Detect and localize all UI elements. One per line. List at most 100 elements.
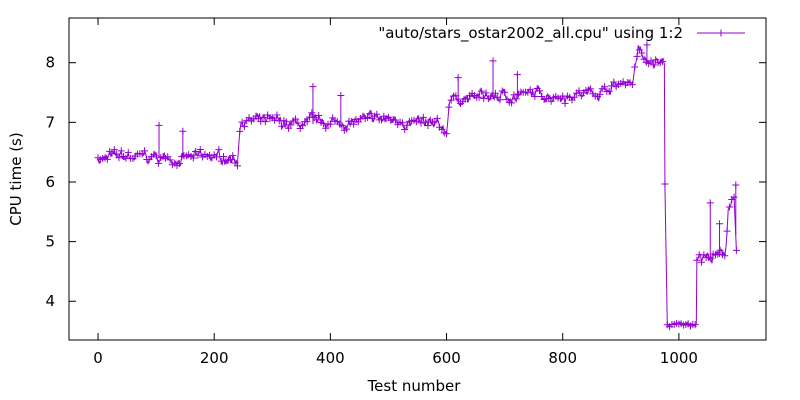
legend-label: "auto/stars_ostar2002_all.cpu" using 1:2 xyxy=(378,24,683,43)
data-point xyxy=(377,116,385,124)
legend: "auto/stars_ostar2002_all.cpu" using 1:2 xyxy=(378,24,745,43)
data-point xyxy=(309,83,317,91)
data-point xyxy=(422,118,430,126)
data-point xyxy=(531,92,539,100)
data-point xyxy=(725,203,733,211)
data-point xyxy=(512,95,520,103)
data-point xyxy=(447,96,455,104)
ticks-layer: 0 200 400 600 800 1000 4 5 6 7 8 xyxy=(45,18,766,367)
data-point xyxy=(489,57,497,65)
data-point xyxy=(463,95,471,103)
data-point xyxy=(501,88,509,96)
data-point xyxy=(698,258,706,266)
data-point xyxy=(732,181,740,189)
data-point xyxy=(343,125,351,133)
data-point xyxy=(113,150,121,158)
data-point xyxy=(707,255,715,263)
data-point xyxy=(732,246,740,254)
data-point xyxy=(366,110,374,118)
data-point xyxy=(326,120,334,128)
data-point xyxy=(647,57,655,65)
data-point xyxy=(337,92,345,100)
data-point xyxy=(278,122,286,130)
data-point xyxy=(194,151,202,159)
data-point xyxy=(403,121,411,129)
plot-frame xyxy=(68,17,767,341)
data-point xyxy=(643,41,651,49)
data-point xyxy=(691,321,699,329)
data-point xyxy=(312,116,320,124)
y-tick-label: 8 xyxy=(45,54,55,72)
data-point xyxy=(391,116,399,124)
data-point xyxy=(213,153,221,161)
series-connector xyxy=(663,62,666,185)
data-point xyxy=(298,122,306,130)
data-point xyxy=(535,87,543,95)
data-point xyxy=(607,82,615,90)
y-tick-label: 5 xyxy=(45,233,55,251)
data-point xyxy=(373,110,381,118)
y-tick-label: 6 xyxy=(45,173,55,191)
data-point xyxy=(510,91,518,99)
data-point xyxy=(315,112,323,120)
series-line xyxy=(664,183,697,328)
series-layer xyxy=(94,41,740,331)
y-tick-label: 4 xyxy=(45,292,55,310)
data-point xyxy=(192,148,200,156)
x-tick-label: 0 xyxy=(93,349,103,367)
data-point xyxy=(443,130,451,138)
data-point xyxy=(398,119,406,127)
data-point xyxy=(638,49,646,57)
data-point xyxy=(730,193,738,201)
data-point xyxy=(154,159,162,167)
data-point xyxy=(477,87,485,95)
data-point xyxy=(166,156,174,164)
data-point xyxy=(508,99,516,107)
data-point xyxy=(110,146,118,154)
data-point xyxy=(401,126,409,134)
data-point xyxy=(649,61,657,69)
data-point xyxy=(454,74,462,82)
data-point xyxy=(706,199,714,207)
data-point xyxy=(575,87,583,95)
data-point xyxy=(264,111,272,119)
data-point xyxy=(259,113,267,121)
data-point xyxy=(308,109,316,117)
data-point xyxy=(294,119,302,127)
data-point xyxy=(610,78,618,86)
data-point xyxy=(721,252,729,260)
data-point xyxy=(103,155,111,163)
data-point xyxy=(659,58,667,66)
data-point xyxy=(273,111,281,119)
data-point xyxy=(196,145,204,153)
data-point xyxy=(238,118,246,126)
legend-sample xyxy=(697,29,745,37)
x-tick-label: 200 xyxy=(200,349,229,367)
data-point xyxy=(287,121,295,129)
data-point xyxy=(226,156,234,164)
x-tick-label: 400 xyxy=(316,349,345,367)
data-point xyxy=(124,149,132,157)
x-axis-label: Test number xyxy=(367,377,462,395)
y-tick-label: 7 xyxy=(45,113,55,131)
x-tick-label: 600 xyxy=(432,349,461,367)
data-point xyxy=(417,119,425,127)
data-point xyxy=(303,118,311,126)
data-point xyxy=(561,99,569,107)
data-point xyxy=(419,113,427,121)
x-tick-label: 800 xyxy=(548,349,577,367)
data-point xyxy=(175,160,183,168)
data-point xyxy=(424,122,432,130)
data-point xyxy=(338,121,346,129)
data-point xyxy=(605,87,613,95)
data-point xyxy=(220,152,228,160)
data-point xyxy=(596,90,604,98)
data-point xyxy=(433,114,441,122)
data-point xyxy=(570,93,578,101)
data-point xyxy=(475,93,483,101)
data-point xyxy=(240,122,248,130)
data-point xyxy=(631,63,639,71)
y-axis-label: CPU time (s) xyxy=(7,132,25,225)
data-point xyxy=(633,52,641,60)
data-point xyxy=(233,162,241,170)
